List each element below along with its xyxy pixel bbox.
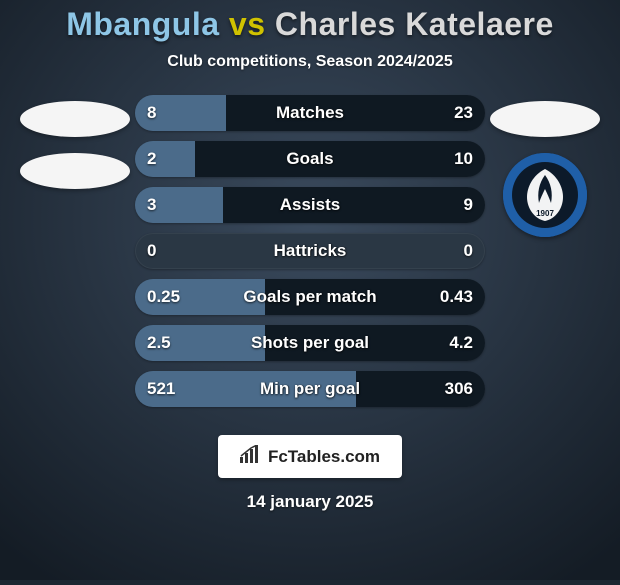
stat-left-fill — [135, 325, 265, 361]
title-right-name: Charles Katelaere — [275, 6, 554, 42]
stat-right-fill — [226, 95, 485, 131]
stat-row: Min per goal521306 — [135, 371, 485, 407]
left-club-badge-placeholder — [20, 101, 130, 137]
stat-right-fill — [265, 325, 486, 361]
title-vs: vs — [229, 6, 275, 42]
brand-text: FcTables.com — [268, 447, 380, 467]
right-club-logo: 1907 — [503, 153, 587, 237]
stat-row: Goals210 — [135, 141, 485, 177]
bar-chart-icon — [240, 445, 260, 468]
page-title: Mbangula vs Charles Katelaere — [66, 6, 554, 43]
stat-row: Assists39 — [135, 187, 485, 223]
stat-left-fill — [135, 371, 356, 407]
stat-row: Hattricks0 0 — [135, 233, 485, 269]
title-left-name: Mbangula — [66, 6, 219, 42]
subtitle: Club competitions, Season 2024/2025 — [167, 53, 452, 71]
club-year: 1907 — [536, 209, 554, 218]
stat-left-value: 0 — [147, 233, 156, 269]
stat-right-value: 0 — [464, 233, 473, 269]
stat-right-fill — [223, 187, 486, 223]
atalanta-logo-icon: 1907 — [503, 153, 587, 237]
stat-row: Shots per goal2.54.2 — [135, 325, 485, 361]
stat-right-fill — [195, 141, 486, 177]
right-player-side: 1907 — [485, 95, 605, 237]
stat-label: Hattricks — [135, 233, 485, 269]
stat-right-fill — [356, 371, 486, 407]
comparison-area: Matches823 Goals210 Assists39 Hattricks0 0 Go… — [0, 95, 620, 407]
left-player-avatar-placeholder — [20, 153, 130, 189]
stat-bars: Matches823 Goals210 Assists39 Hattricks0 0 Go… — [135, 95, 485, 407]
right-player-avatar-placeholder — [490, 101, 600, 137]
stat-left-fill — [135, 141, 195, 177]
brand-box[interactable]: FcTables.com — [218, 435, 402, 478]
stat-row: Matches823 — [135, 95, 485, 131]
stat-left-fill — [135, 187, 223, 223]
stat-left-fill — [135, 279, 265, 315]
footer: FcTables.com 14 january 2025 — [218, 435, 402, 512]
stat-row: Goals per match0.250.43 — [135, 279, 485, 315]
stat-left-fill — [135, 95, 226, 131]
stat-right-fill — [265, 279, 486, 315]
date-text: 14 january 2025 — [247, 492, 374, 512]
left-player-side — [15, 95, 135, 189]
